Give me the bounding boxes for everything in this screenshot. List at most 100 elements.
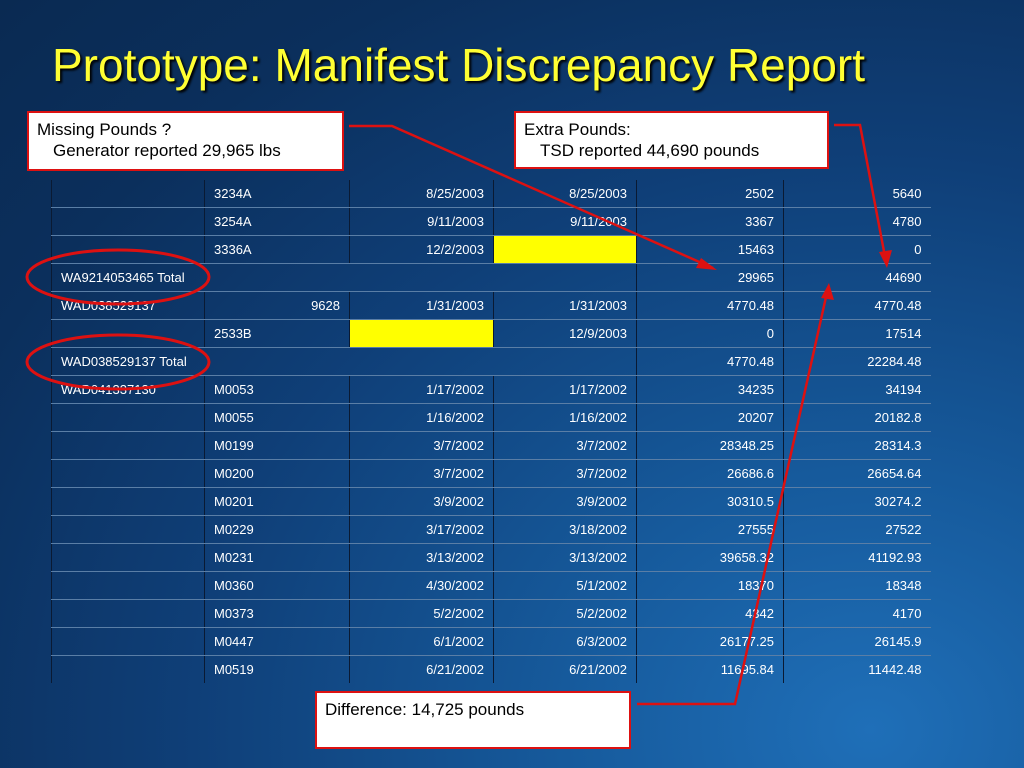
table-row: 3234A 8/25/2003 8/25/2003 2502 5640 xyxy=(51,180,931,208)
epa-id-cell xyxy=(51,571,205,600)
tsd-pounds-cell: 17514 xyxy=(783,319,931,348)
manifest-number-cell: 3336A xyxy=(204,235,350,264)
generator-pounds-cell: 18370 xyxy=(636,571,784,600)
tsd-pounds-cell: 5640 xyxy=(783,180,931,208)
epa-id-cell: WAD038529137 xyxy=(51,291,205,320)
extra-pounds-heading: Extra Pounds: xyxy=(524,120,631,139)
tsd-pounds-cell: 4770.48 xyxy=(783,291,931,320)
epa-id-cell xyxy=(51,207,205,236)
ship-date-cell: 3/9/2002 xyxy=(349,487,494,516)
epa-id-cell xyxy=(51,627,205,656)
receive-date-cell: 6/3/2002 xyxy=(493,627,637,656)
generator-pounds-cell: 29965 xyxy=(636,263,784,292)
missing-pounds-detail: Generator reported 29,965 lbs xyxy=(53,141,281,160)
manifest-number-cell: M0055 xyxy=(204,403,350,432)
generator-pounds-cell: 4770.48 xyxy=(636,291,784,320)
total-label-cell: WAD038529137 Total xyxy=(51,347,637,376)
receive-date-cell: 1/31/2003 xyxy=(493,291,637,320)
generator-pounds-cell: 0 xyxy=(636,319,784,348)
total-row: WAD038529137 Total 4770.48 22284.48 xyxy=(51,347,931,376)
ship-date-cell xyxy=(349,319,494,348)
epa-id-cell xyxy=(51,403,205,432)
manifest-number-cell: M0231 xyxy=(204,543,350,572)
table-row: M0199 3/7/2002 3/7/2002 28348.25 28314.3 xyxy=(51,431,931,460)
table-row: M0360 4/30/2002 5/1/2002 18370 18348 xyxy=(51,571,931,600)
extra-pounds-callout: Extra Pounds: TSD reported 44,690 pounds xyxy=(514,111,829,169)
table-row: 2533B 12/9/2003 0 17514 xyxy=(51,319,931,348)
table-row: 3336A 12/2/2003 15463 0 xyxy=(51,235,931,264)
difference-callout: Difference: 14,725 pounds xyxy=(315,691,631,749)
ship-date-cell: 3/17/2002 xyxy=(349,515,494,544)
tsd-pounds-cell: 44690 xyxy=(783,263,931,292)
epa-id-cell xyxy=(51,655,205,683)
ship-date-cell: 8/25/2003 xyxy=(349,180,494,208)
receive-date-cell: 5/1/2002 xyxy=(493,571,637,600)
epa-id-cell xyxy=(51,235,205,264)
generator-pounds-cell: 27555 xyxy=(636,515,784,544)
table-row: M0447 6/1/2002 6/3/2002 26177.25 26145.9 xyxy=(51,627,931,656)
epa-id-cell xyxy=(51,543,205,572)
table-row: M0201 3/9/2002 3/9/2002 30310.5 30274.2 xyxy=(51,487,931,516)
generator-pounds-cell: 4342 xyxy=(636,599,784,628)
epa-id-cell: WAD041337130 xyxy=(51,375,205,404)
manifest-discrepancy-table: 3234A 8/25/2003 8/25/2003 2502 5640 3254A 9/11… xyxy=(51,180,931,683)
ship-date-cell: 3/13/2002 xyxy=(349,543,494,572)
table-row: M0519 6/21/2002 6/21/2002 11695.84 11442.48 xyxy=(51,655,931,683)
manifest-number-cell: M0519 xyxy=(204,655,350,683)
receive-date-cell: 3/9/2002 xyxy=(493,487,637,516)
generator-pounds-cell: 20207 xyxy=(636,403,784,432)
receive-date-cell: 1/16/2002 xyxy=(493,403,637,432)
receive-date-cell: 6/21/2002 xyxy=(493,655,637,683)
tsd-pounds-cell: 0 xyxy=(783,235,931,264)
manifest-number-cell: M0200 xyxy=(204,459,350,488)
manifest-number-cell: M0201 xyxy=(204,487,350,516)
receive-date-cell: 3/7/2002 xyxy=(493,431,637,460)
ship-date-cell: 1/17/2002 xyxy=(349,375,494,404)
receive-date-cell: 5/2/2002 xyxy=(493,599,637,628)
ship-date-cell: 5/2/2002 xyxy=(349,599,494,628)
ship-date-cell: 6/21/2002 xyxy=(349,655,494,683)
receive-date-cell: 3/7/2002 xyxy=(493,459,637,488)
difference-text: Difference: 14,725 pounds xyxy=(325,700,525,719)
tsd-pounds-cell: 30274.2 xyxy=(783,487,931,516)
ship-date-cell: 3/7/2002 xyxy=(349,459,494,488)
manifest-number-cell: M0229 xyxy=(204,515,350,544)
missing-pounds-callout: Missing Pounds ? Generator reported 29,9… xyxy=(27,111,344,171)
slide-title: Prototype: Manifest Discrepancy Report xyxy=(52,39,866,91)
generator-pounds-cell: 4770.48 xyxy=(636,347,784,376)
receive-date-cell: 3/13/2002 xyxy=(493,543,637,572)
tsd-pounds-cell: 11442.48 xyxy=(783,655,931,683)
ship-date-cell: 3/7/2002 xyxy=(349,431,494,460)
ship-date-cell: 4/30/2002 xyxy=(349,571,494,600)
tsd-pounds-cell: 27522 xyxy=(783,515,931,544)
tsd-pounds-cell: 20182.8 xyxy=(783,403,931,432)
tsd-pounds-cell: 22284.48 xyxy=(783,347,931,376)
generator-pounds-cell: 3367 xyxy=(636,207,784,236)
generator-pounds-cell: 39658.32 xyxy=(636,543,784,572)
receive-date-cell: 3/18/2002 xyxy=(493,515,637,544)
tsd-pounds-cell: 18348 xyxy=(783,571,931,600)
table-row: M0055 1/16/2002 1/16/2002 20207 20182.8 xyxy=(51,403,931,432)
tsd-pounds-cell: 4780 xyxy=(783,207,931,236)
manifest-number-cell: M0053 xyxy=(204,375,350,404)
receive-date-cell: 12/9/2003 xyxy=(493,319,637,348)
epa-id-cell xyxy=(51,515,205,544)
table-row: 3254A 9/11/2003 9/11/2003 3367 4780 xyxy=(51,207,931,236)
table-row: M0229 3/17/2002 3/18/2002 27555 27522 xyxy=(51,515,931,544)
generator-pounds-cell: 15463 xyxy=(636,235,784,264)
ship-date-cell: 1/16/2002 xyxy=(349,403,494,432)
table-row: WAD038529137 9628 1/31/2003 1/31/2003 4770.4… xyxy=(51,291,931,320)
tsd-pounds-cell: 34194 xyxy=(783,375,931,404)
generator-pounds-cell: 26686.6 xyxy=(636,459,784,488)
generator-pounds-cell: 30310.5 xyxy=(636,487,784,516)
table-row: M0373 5/2/2002 5/2/2002 4342 4170 xyxy=(51,599,931,628)
epa-id-cell xyxy=(51,487,205,516)
generator-pounds-cell: 34235 xyxy=(636,375,784,404)
manifest-number-cell: M0373 xyxy=(204,599,350,628)
ship-date-cell: 6/1/2002 xyxy=(349,627,494,656)
epa-id-cell xyxy=(51,319,205,348)
tsd-pounds-cell: 4170 xyxy=(783,599,931,628)
ship-date-cell: 1/31/2003 xyxy=(349,291,494,320)
tsd-pounds-cell: 26145.9 xyxy=(783,627,931,656)
tsd-pounds-cell: 41192.93 xyxy=(783,543,931,572)
